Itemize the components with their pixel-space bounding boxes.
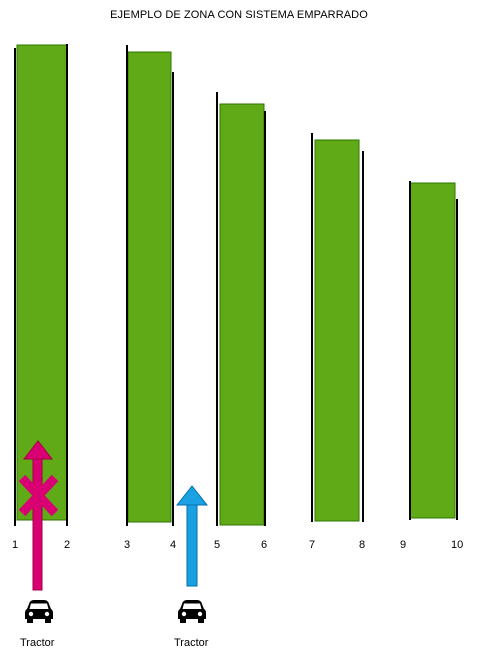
row-number: 7 — [309, 539, 316, 551]
tractor-label: Tractor — [174, 637, 209, 649]
trellis-wires — [14, 44, 458, 526]
row-number: 9 — [400, 539, 407, 551]
vine-row-4 — [314, 139, 360, 522]
allowed-arrow — [175, 485, 209, 587]
row-number: 5 — [214, 539, 221, 551]
diagram-title: EJEMPLO DE ZONA CON SISTEMA EMPARRADO — [110, 9, 368, 21]
row-number: 8 — [359, 539, 366, 551]
car-icon — [25, 600, 53, 623]
vine-row-3 — [219, 103, 265, 526]
row-number: 10 — [451, 539, 464, 551]
row-number: 2 — [64, 539, 71, 551]
blocked-x-icon — [18, 474, 59, 517]
row-number: 1 — [12, 539, 19, 551]
row-number: 3 — [124, 539, 131, 551]
vine-row-5 — [409, 182, 456, 519]
row-number: 6 — [261, 539, 268, 551]
row-number: 4 — [170, 539, 177, 551]
tractor-label: Tractor — [20, 637, 55, 649]
vine-row-2 — [127, 51, 172, 523]
blocked-arrow — [22, 440, 54, 591]
car-icon — [178, 600, 206, 623]
